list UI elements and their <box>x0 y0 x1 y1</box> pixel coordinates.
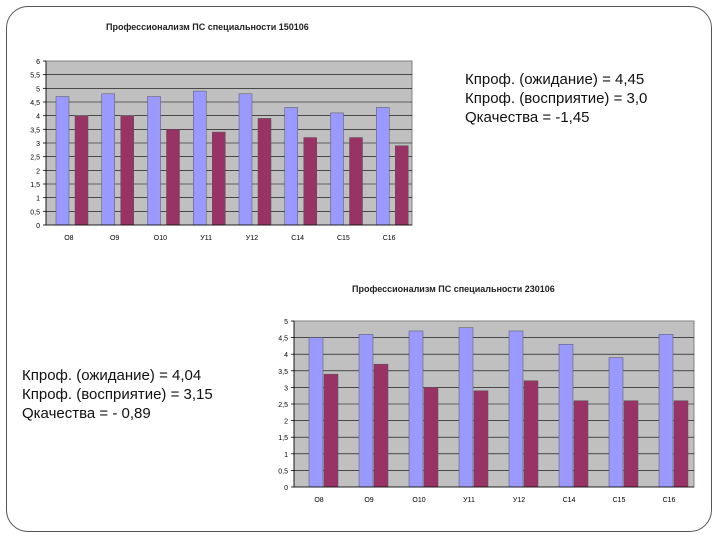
y-tick-label: 3 <box>284 385 288 392</box>
x-tick-label: О10 <box>154 235 167 242</box>
bar <box>55 96 70 226</box>
y-tick-label: 4,5 <box>278 336 288 343</box>
bar <box>147 96 161 226</box>
bar <box>508 330 524 488</box>
bar <box>308 337 324 488</box>
y-tick-label: 1,5 <box>30 182 40 189</box>
bar <box>608 357 624 488</box>
bar <box>358 334 374 488</box>
y-tick-label: 1,5 <box>278 435 288 442</box>
y-tick-label: 6 <box>36 59 40 66</box>
y-tick-label: 2,5 <box>278 402 288 409</box>
bar <box>323 373 339 488</box>
k-prof-expectation: Кпроф. (ожидание) = 4,45 <box>465 71 645 88</box>
chart-230106-svg: 0 0,5 1 1,5 2 2,5 3 3,5 4 4,5 5 О8 О9 О10 У11 У12 С14 С15… <box>278 319 695 504</box>
bar <box>673 400 689 488</box>
x-tick-label: С16 <box>663 497 676 504</box>
chart-150106-svg: 0 0,5 1 1,5 2 2,5 3 3,5 4 4,5 5 5,5 6 О8 О9 О10 У11 У12 С1… <box>30 59 413 242</box>
x-tick-label: С14 <box>291 235 304 242</box>
x-tick-label: У11 <box>200 235 212 242</box>
bar <box>523 380 539 488</box>
y-tick-label: 3,5 <box>278 369 288 376</box>
x-tick-label: О9 <box>364 497 373 504</box>
y-tick-label: 0 <box>284 485 288 492</box>
y-tick-label: 5 <box>284 319 288 326</box>
bar <box>573 400 589 488</box>
bar <box>101 93 115 226</box>
bar <box>330 112 344 226</box>
bar <box>408 330 424 488</box>
bar <box>74 115 89 226</box>
q-quality: Qкачества = - 0,89 <box>22 405 151 422</box>
y-tick-label: 2 <box>284 419 288 426</box>
x-tick-label: У12 <box>513 497 525 504</box>
y-tick-label: 3,5 <box>30 127 40 134</box>
bar <box>658 334 674 488</box>
bar <box>120 115 134 226</box>
q-quality: Qкачества = -1,45 <box>465 109 590 126</box>
y-tick-label: 2,5 <box>30 155 40 162</box>
bar <box>349 137 363 226</box>
stats-bottom: Кпроф. (ожидание) = 4,04 Кпроф. (восприя… <box>22 366 213 423</box>
bar <box>458 327 474 488</box>
bar <box>238 93 253 226</box>
y-tick-label: 4,5 <box>30 100 40 107</box>
bar <box>284 107 298 226</box>
y-tick-label: 1 <box>36 196 40 203</box>
y-tick-label: 5 <box>36 86 40 93</box>
x-tick-label: С15 <box>613 497 626 504</box>
y-tick-label: 0 <box>36 223 40 230</box>
chart-title: Профессионализм ПС специальности 230106 <box>352 284 555 294</box>
y-tick-label: 2 <box>36 168 40 175</box>
y-tick-label: 4 <box>284 352 288 359</box>
chart-230106: Профессионализм ПС специальности 230106 … <box>262 276 710 516</box>
bar <box>193 90 207 226</box>
y-tick-label: 3 <box>36 141 40 148</box>
chart-title: Профессионализм ПС специальности 150106 <box>106 22 309 32</box>
x-tick-label: С14 <box>563 497 576 504</box>
y-tick-label: 4 <box>36 114 40 121</box>
stats-top: Кпроф. (ожидание) = 4,45 Кпроф. (восприя… <box>465 70 647 127</box>
chart-150106: Профессионализм ПС специальности 150106 … <box>16 14 436 250</box>
x-tick-label: С16 <box>383 235 396 242</box>
x-tick-label: С15 <box>337 235 350 242</box>
bar <box>623 400 639 488</box>
bar <box>395 145 409 226</box>
x-tick-label: О8 <box>314 497 323 504</box>
x-tick-label: У11 <box>463 497 475 504</box>
y-tick-label: 5,5 <box>30 73 40 80</box>
bar <box>473 390 489 488</box>
bar <box>423 387 439 488</box>
k-prof-expectation: Кпроф. (ожидание) = 4,04 <box>22 367 202 384</box>
y-tick-label: 1 <box>284 452 288 459</box>
bar <box>558 343 574 488</box>
bar <box>373 363 389 488</box>
x-tick-label: О9 <box>110 235 119 242</box>
x-tick-label: У12 <box>246 235 258 242</box>
y-tick-label: 0,5 <box>278 468 288 475</box>
k-prof-perception: Кпроф. (восприятие) = 3,0 <box>465 90 648 107</box>
y-tick-label: 0,5 <box>30 209 40 216</box>
bar <box>257 118 272 226</box>
bar <box>166 129 180 226</box>
bar <box>376 107 390 226</box>
x-tick-label: О10 <box>412 497 425 504</box>
k-prof-perception: Кпроф. (восприятие) = 3,15 <box>22 386 213 403</box>
bar <box>303 137 317 226</box>
x-tick-label: О8 <box>64 235 73 242</box>
bar <box>212 131 226 226</box>
